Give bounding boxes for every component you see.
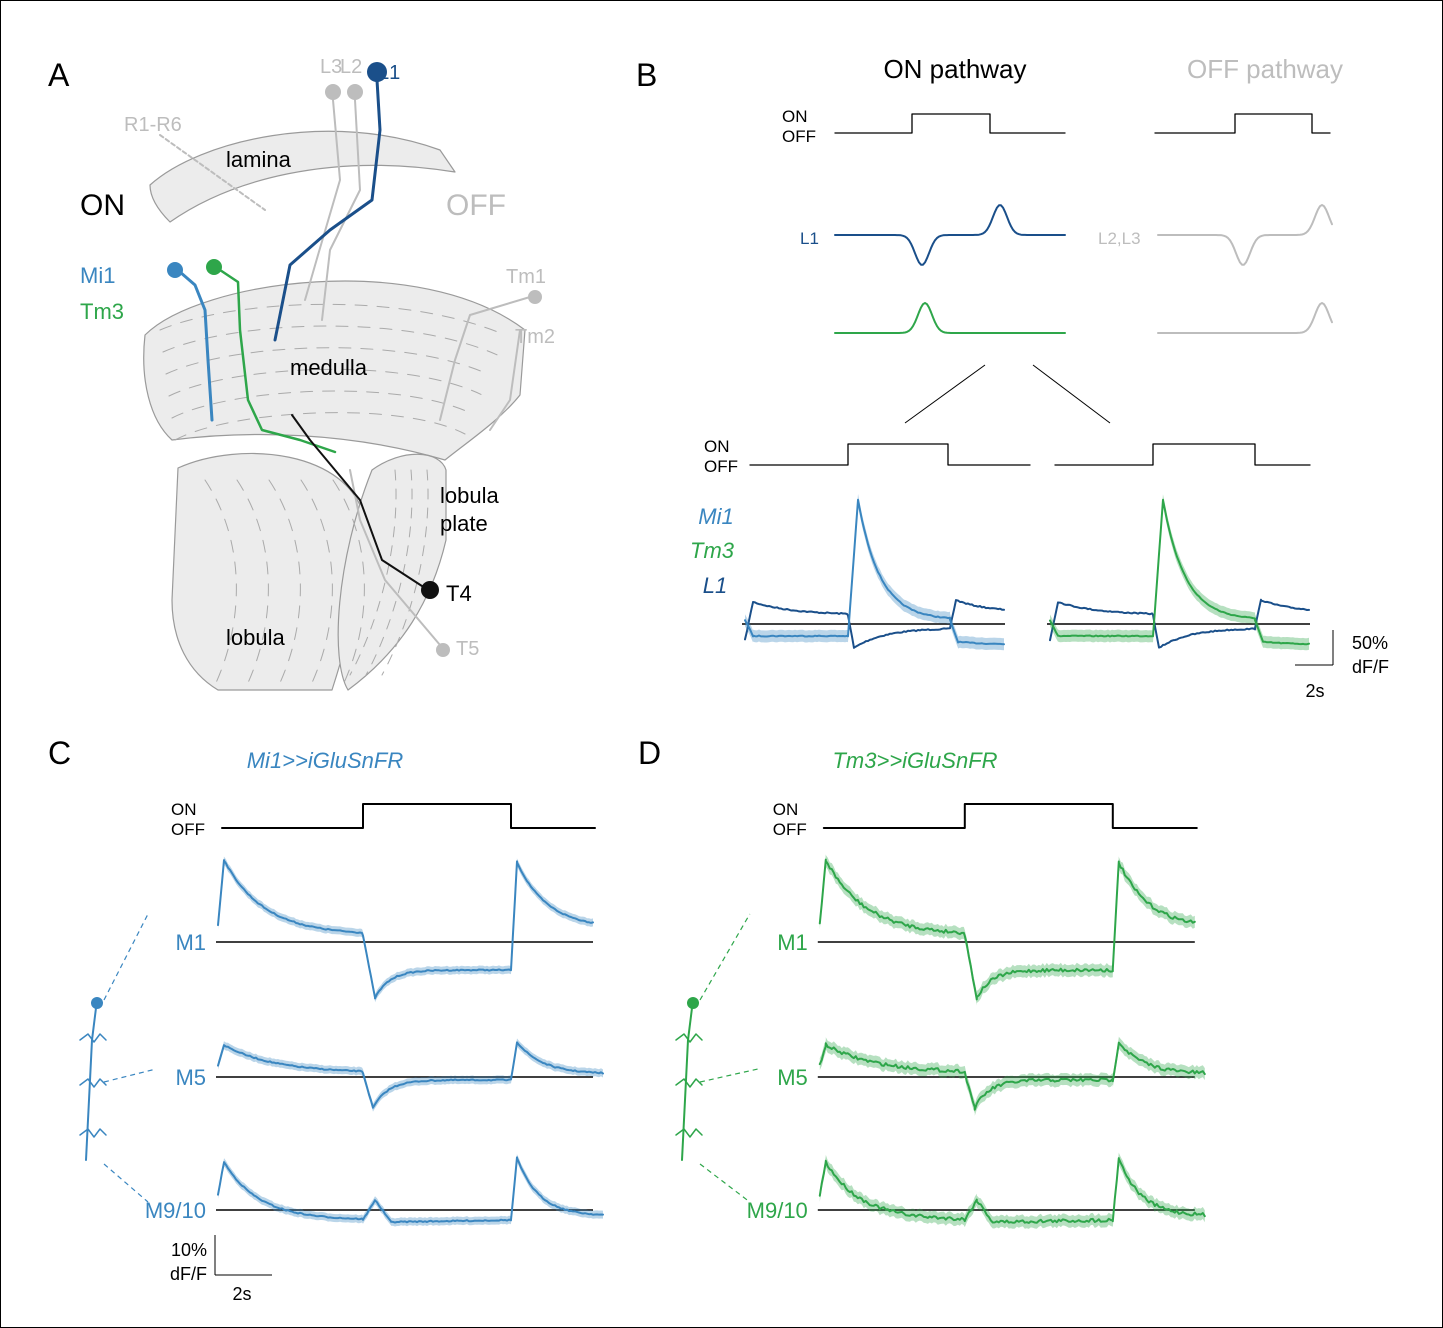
label: 2s [1305, 681, 1324, 701]
panel-label: D [638, 735, 661, 771]
label: L1 [378, 62, 400, 84]
label: dF/F [170, 1264, 207, 1284]
label: T5 [456, 638, 479, 660]
label: OFF [782, 127, 816, 146]
label: 10% [171, 1240, 207, 1260]
label: ON [704, 437, 730, 456]
label: M5 [777, 1065, 808, 1090]
lobula-region [172, 453, 365, 690]
t4-soma [421, 581, 439, 599]
label: T4 [446, 581, 472, 606]
label: M5 [175, 1065, 206, 1090]
mi1-soma [167, 262, 183, 278]
label: M1 [777, 930, 808, 955]
l2-soma [347, 84, 363, 100]
panel-label: C [48, 735, 71, 771]
label: ON [171, 800, 197, 819]
page: AL3L2L1R1-R6laminaONOFFMi1Tm3Tm1Tm2medul… [0, 0, 1443, 1328]
label: OFF [704, 457, 738, 476]
label: Tm3 [80, 299, 124, 324]
label: L1 [703, 573, 727, 598]
label: M9/10 [747, 1198, 808, 1223]
label: ON pathway [883, 54, 1026, 84]
panel-label: A [48, 57, 70, 93]
label: OFF pathway [1187, 54, 1343, 84]
label: ON [782, 107, 808, 126]
label: Mi1 [698, 504, 733, 529]
neuron-soma [91, 997, 103, 1009]
label: L1 [800, 229, 819, 248]
label: Mi1 [80, 263, 115, 288]
label: lamina [226, 147, 292, 172]
label: L3 [320, 56, 342, 78]
label: L2 [340, 56, 362, 78]
label: M9/10 [145, 1198, 206, 1223]
panel-label: B [636, 57, 657, 93]
label: Tm1 [506, 266, 546, 288]
label: Tm3>>iGluSnFR [832, 748, 997, 773]
label: OFF [171, 820, 205, 839]
label: ON [80, 189, 125, 222]
label: lobula [226, 625, 285, 650]
t5-soma [436, 643, 450, 657]
label: Tm3 [690, 538, 735, 563]
figure: AL3L2L1R1-R6laminaONOFFMi1Tm3Tm1Tm2medul… [0, 0, 1443, 1328]
label: Mi1>>iGluSnFR [247, 748, 404, 773]
l3-soma [325, 84, 341, 100]
label: 50% [1352, 633, 1388, 653]
label: M1 [175, 930, 206, 955]
label: R1-R6 [124, 114, 182, 136]
label: 2s [232, 1284, 251, 1304]
label: medulla [290, 355, 368, 380]
label: dF/F [1352, 657, 1389, 677]
label: lobula [440, 483, 499, 508]
label: plate [440, 511, 488, 536]
label: OFF [773, 820, 807, 839]
label: ON [773, 800, 799, 819]
neuron-soma [687, 997, 699, 1009]
label: L2,L3 [1098, 229, 1141, 248]
label: Tm2 [515, 326, 555, 348]
tm3-soma [206, 259, 222, 275]
label: OFF [446, 189, 506, 222]
